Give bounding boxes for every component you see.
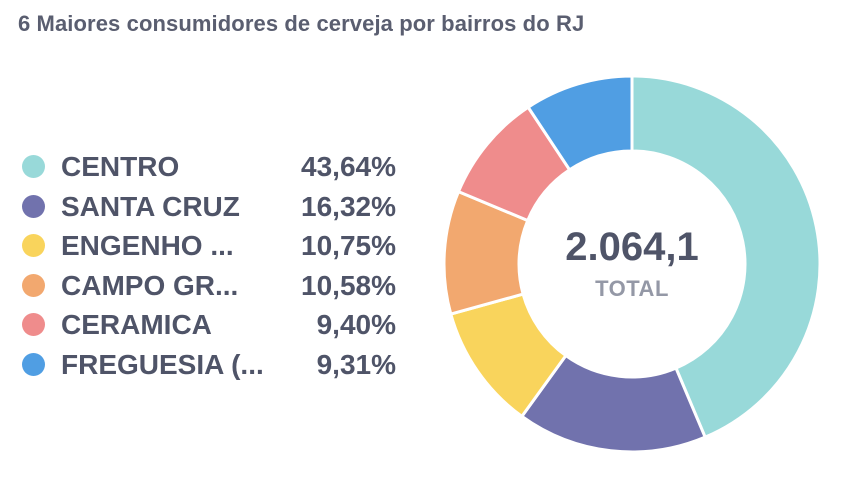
legend-value: 9,40% (316, 309, 396, 341)
legend-label: CERAMICA (61, 309, 212, 341)
legend-label: CENTRO (61, 151, 180, 182)
chart-title: 6 Maiores consumidores de cerveja por ba… (18, 11, 585, 36)
legend-swatch (22, 273, 45, 297)
donut-slice[interactable] (526, 74, 634, 172)
legend-item[interactable]: FREGUESIA (... 9,31% (22, 345, 402, 385)
legend-value: 10,58% (301, 269, 396, 301)
legend-swatch (22, 194, 45, 218)
legend-swatch (22, 313, 45, 337)
chart-legend: CENTRO 43,64% SANTA CRUZ 16,32% ENGENHO ... 1… (22, 147, 402, 385)
legend-value: 16,32% (301, 190, 396, 222)
legend-swatch (22, 234, 45, 258)
legend-label: SANTA CRUZ (61, 190, 240, 222)
legend-item[interactable]: ENGENHO ... 10,75% (22, 226, 402, 266)
legend-item[interactable]: CENTRO 43,64% (22, 147, 402, 187)
legend-label: FREGUESIA (... (61, 348, 264, 380)
legend-item[interactable]: CAMPO GR... 10,58% (22, 266, 402, 306)
legend-label: CAMPO GR... (61, 269, 239, 301)
legend-swatch (22, 155, 45, 178)
donut-chart (442, 74, 822, 454)
legend-value: 9,31% (316, 348, 396, 380)
legend-swatch (22, 352, 45, 376)
legend-item[interactable]: CERAMICA 9,40% (22, 305, 402, 345)
legend-value: 43,64% (301, 151, 396, 182)
donut-total-label: TOTAL (595, 276, 669, 301)
legend-item[interactable]: SANTA CRUZ 16,32% (22, 187, 402, 227)
legend-label: ENGENHO ... (61, 230, 234, 262)
donut-slice[interactable] (630, 74, 822, 439)
legend-value: 10,75% (301, 230, 396, 262)
donut-svg (442, 74, 822, 454)
donut-total-value: 2.064,1 (565, 225, 699, 269)
